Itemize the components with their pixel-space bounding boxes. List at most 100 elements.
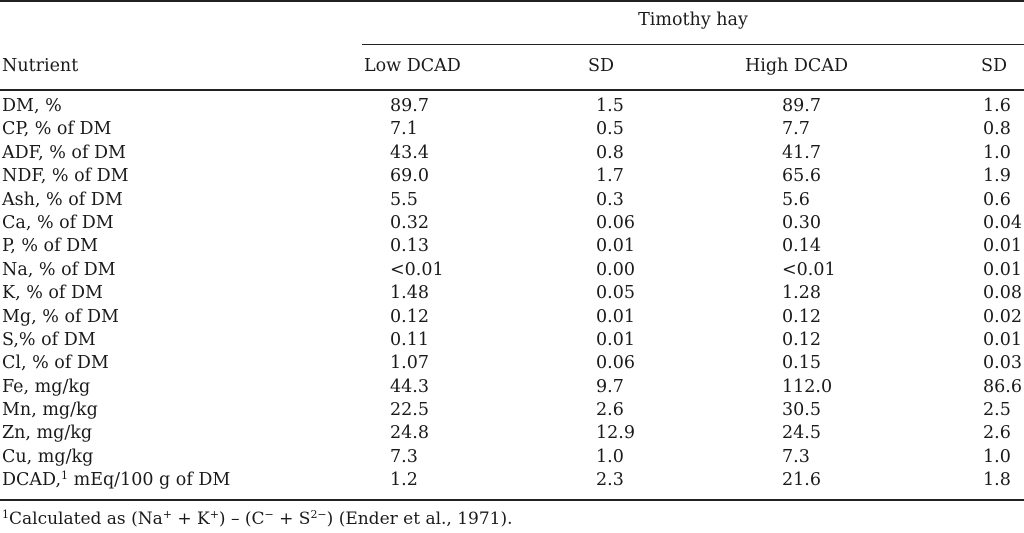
column-header-high-dcad: High DCAD	[745, 56, 848, 76]
nutrient-name: ADF, % of DM	[2, 142, 126, 163]
low-dcad-value: 0.13	[390, 236, 429, 257]
nutrient-name: NDF, % of DM	[2, 166, 129, 187]
low-sd-value: 2.3	[596, 470, 624, 491]
high-dcad-value: 0.15	[782, 353, 821, 374]
low-sd-value: 1.7	[596, 166, 624, 187]
table-row: CP, % of DM 7.1 0.5 7.7 0.8	[0, 118, 1024, 141]
low-sd-value: 12.9	[596, 423, 635, 444]
high-dcad-value: 65.6	[782, 166, 821, 187]
nutrient-name-dcad: DCAD,1 mEq/100 g of DM	[2, 469, 230, 492]
footnote-marker: 1	[2, 508, 9, 521]
footnote-text-e: ) (Ender et al., 1971).	[326, 509, 513, 529]
low-sd-value: 0.8	[596, 142, 624, 163]
low-dcad-value: 0.12	[390, 306, 429, 327]
nutrient-name: CP, % of DM	[2, 119, 112, 140]
table-row: Ash, % of DM 5.5 0.3 5.6 0.6	[0, 189, 1024, 212]
high-dcad-value: 30.5	[782, 400, 821, 421]
high-sd-value: 0.6	[983, 189, 1011, 210]
nutrient-name: Mg, % of DM	[2, 306, 119, 327]
low-dcad-value: 1.48	[390, 283, 429, 304]
high-dcad-value: 0.12	[782, 329, 821, 350]
low-dcad-value: 1.07	[390, 353, 429, 374]
footnote-text-c: ) – (C	[218, 509, 265, 529]
nutrient-name: Fe, mg/kg	[2, 376, 91, 397]
table-row: ADF, % of DM 43.4 0.8 41.7 1.0	[0, 142, 1024, 165]
low-sd-value: 0.3	[596, 189, 624, 210]
table-row: Cu, mg/kg 7.3 1.0 7.3 1.0	[0, 446, 1024, 469]
nutrient-name: Ca, % of DM	[2, 212, 114, 233]
footnote-sup-c: −	[264, 508, 274, 521]
low-sd-value: 2.6	[596, 400, 624, 421]
low-sd-value: 1.5	[596, 96, 624, 116]
high-sd-value: 0.08	[983, 283, 1022, 304]
table-row: Cl, % of DM 1.07 0.06 0.15 0.03	[0, 352, 1024, 375]
table-row: K, % of DM 1.48 0.05 1.28 0.08	[0, 282, 1024, 305]
low-sd-value: 1.0	[596, 446, 624, 467]
high-dcad-value: 7.7	[782, 119, 810, 140]
table-row: DM, % 89.7 1.5 89.7 1.6	[0, 95, 1024, 118]
high-dcad-value: 0.14	[782, 236, 821, 257]
high-sd-value: 1.9	[983, 166, 1011, 187]
footnote-marker: 1	[61, 469, 69, 483]
high-sd-value: 2.6	[983, 423, 1011, 444]
nutrient-name: Na, % of DM	[2, 259, 116, 280]
high-dcad-value: 112.0	[782, 376, 833, 397]
low-sd-value: 0.05	[596, 283, 635, 304]
footnote-sup-a: +	[162, 508, 172, 521]
low-dcad-value: 7.1	[390, 119, 418, 140]
low-dcad-value: 5.5	[390, 189, 418, 210]
table-top-rule	[0, 0, 1024, 2]
column-header-sd-high: SD	[981, 56, 1008, 76]
table-footnote: 1Calculated as (Na+ + K+) – (C− + S2−) (…	[2, 509, 513, 529]
footnote-sup-b: +	[209, 508, 219, 521]
table-row: Na, % of DM <0.01 0.00 <0.01 0.01	[0, 259, 1024, 282]
low-sd-value: 9.7	[596, 376, 624, 397]
high-dcad-value: 21.6	[782, 470, 821, 491]
column-header-sd-low: SD	[588, 56, 615, 76]
low-sd-value: 0.01	[596, 306, 635, 327]
high-sd-value: 1.0	[983, 142, 1011, 163]
high-sd-value: 0.8	[983, 119, 1011, 140]
nutrient-name: Zn, mg/kg	[2, 423, 93, 444]
table-row: Ca, % of DM 0.32 0.06 0.30 0.04	[0, 212, 1024, 235]
high-dcad-value: 0.12	[782, 306, 821, 327]
low-dcad-value: 24.8	[390, 423, 429, 444]
low-dcad-value: 0.11	[390, 329, 429, 350]
table-row: Mn, mg/kg 22.5 2.6 30.5 2.5	[0, 399, 1024, 422]
high-sd-value: 1.8	[983, 470, 1011, 491]
low-sd-value: 0.06	[596, 212, 635, 233]
table-row-dcad: DCAD,1 mEq/100 g of DM 1.2 2.3 21.6 1.8	[0, 469, 1024, 492]
low-sd-value: 0.00	[596, 259, 635, 280]
low-dcad-value: 43.4	[390, 142, 429, 163]
nutrient-name: DM, %	[2, 96, 62, 116]
high-dcad-value: 24.5	[782, 423, 821, 444]
low-dcad-value: 69.0	[390, 166, 429, 187]
high-sd-value: 1.6	[983, 96, 1011, 116]
high-dcad-value: 89.7	[782, 96, 821, 116]
nutrient-name: Cu, mg/kg	[2, 446, 94, 467]
nutrient-name: K, % of DM	[2, 283, 103, 304]
low-dcad-value: 7.3	[390, 446, 418, 467]
nutrient-name: Ash, % of DM	[2, 189, 123, 210]
table-row: S,% of DM 0.11 0.01 0.12 0.01	[0, 329, 1024, 352]
high-sd-value: 2.5	[983, 400, 1011, 421]
table-row: Zn, mg/kg 24.8 12.9 24.5 2.6	[0, 422, 1024, 445]
table-body: DM, % 89.7 1.5 89.7 1.6 CP, % of DM 7.1 …	[0, 95, 1024, 493]
footnote-text-b: + K	[171, 509, 210, 529]
table-row: Mg, % of DM 0.12 0.01 0.12 0.02	[0, 306, 1024, 329]
dcad-unit: mEq/100 g of DM	[68, 470, 231, 491]
low-dcad-value: <0.01	[390, 259, 444, 280]
table-row: Fe, mg/kg 44.3 9.7 112.0 86.6	[0, 376, 1024, 399]
dcad-label: DCAD,	[2, 470, 62, 491]
high-sd-value: 0.02	[983, 306, 1022, 327]
high-dcad-value: 41.7	[782, 142, 821, 163]
low-dcad-value: 0.32	[390, 212, 429, 233]
high-dcad-value: 5.6	[782, 189, 810, 210]
group-header-rule	[362, 44, 1024, 45]
high-sd-value: 0.04	[983, 212, 1022, 233]
low-sd-value: 0.01	[596, 236, 635, 257]
nutrient-name: P, % of DM	[2, 236, 99, 257]
footnote-text-d: + S	[273, 509, 311, 529]
low-dcad-value: 44.3	[390, 376, 429, 397]
table-bottom-rule	[0, 499, 1024, 501]
